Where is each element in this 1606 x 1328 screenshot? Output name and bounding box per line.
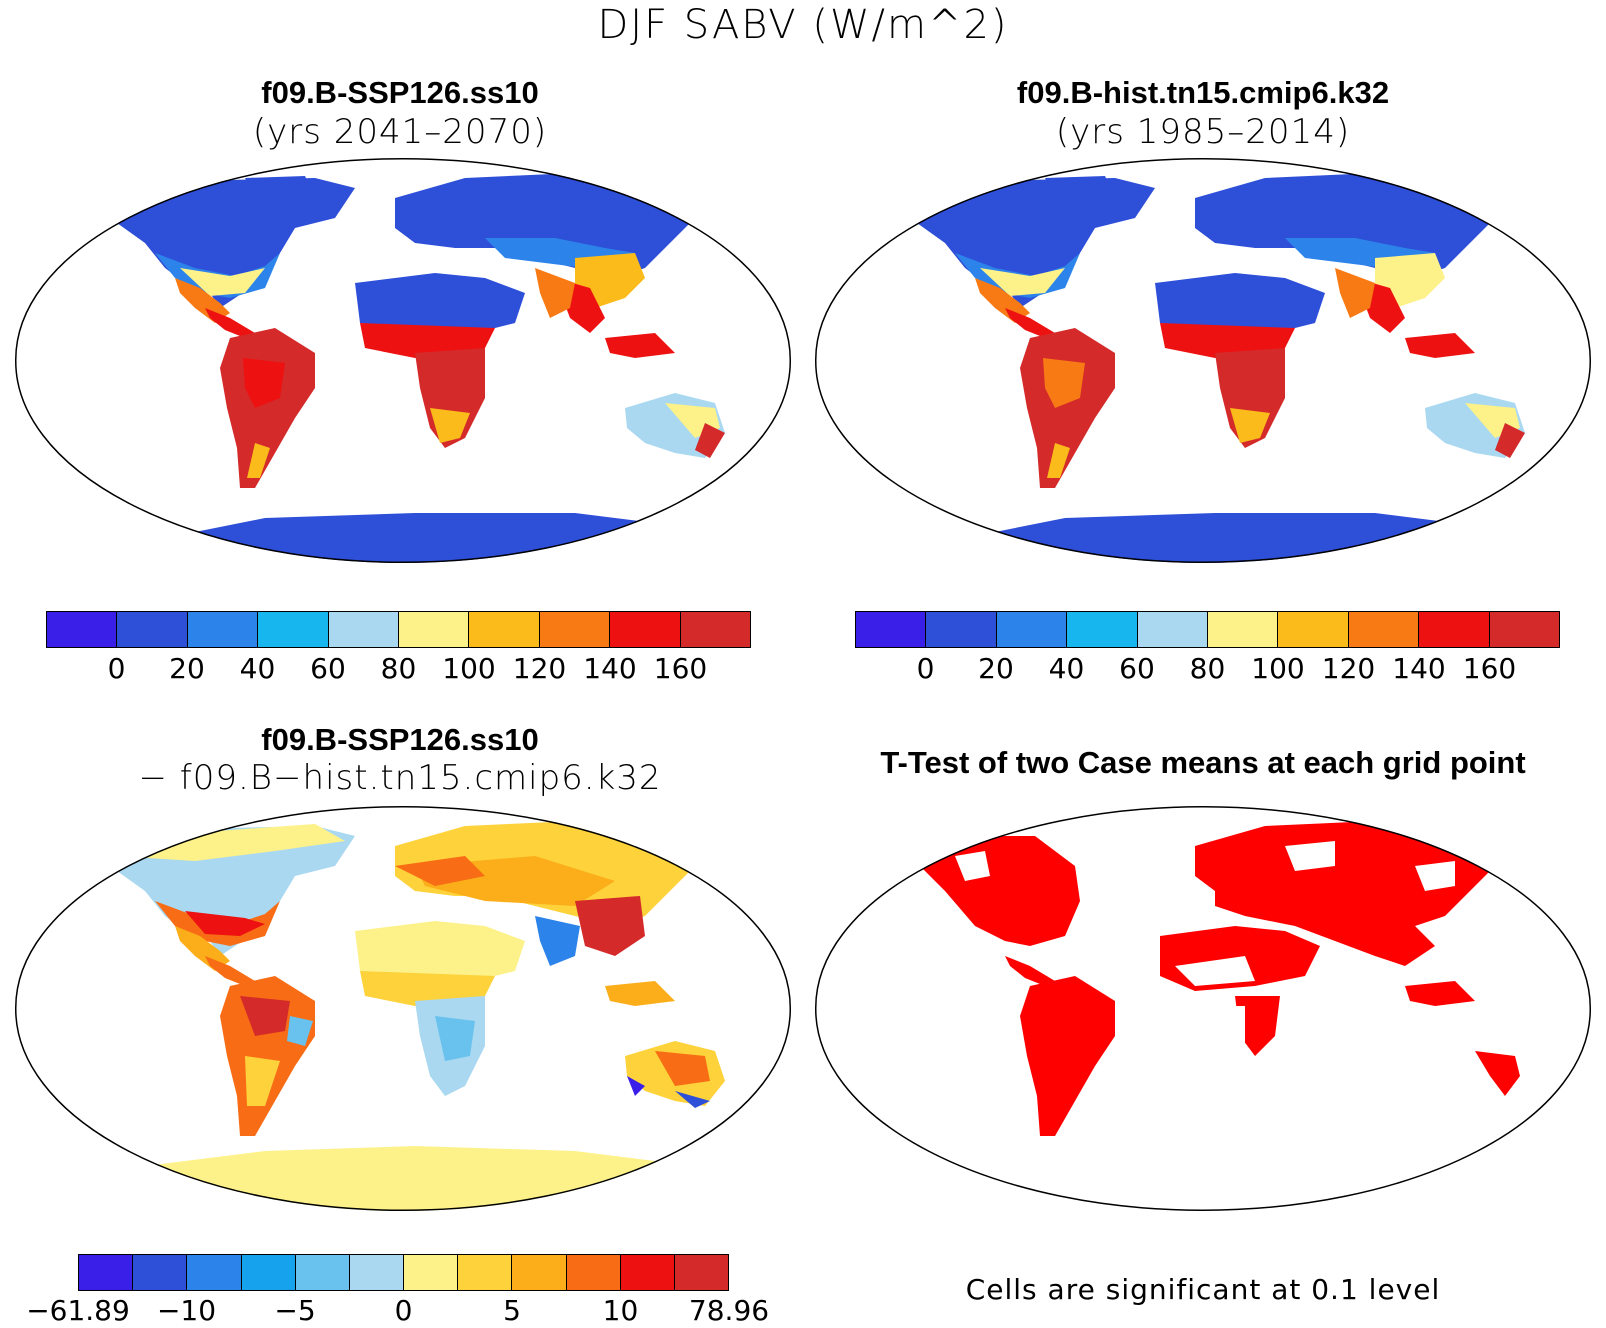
colorbar-swatch [926, 612, 997, 647]
colorbar-swatch [1137, 612, 1209, 647]
colorbar-swatch [610, 612, 681, 647]
map-top-left [15, 158, 791, 563]
map-bottom-right [815, 806, 1591, 1211]
map-top-right [815, 158, 1591, 563]
colorbar-bottom-left [78, 1254, 729, 1291]
colorbar-swatch [1278, 612, 1349, 647]
colorbar-swatch [404, 1255, 459, 1290]
colorbar-swatch [566, 1255, 621, 1290]
colorbar-tick-label: 100 [442, 652, 496, 685]
colorbar-top-left [46, 611, 751, 648]
panel-title-bottom-left: f09.B-SSP126.ss10 [261, 722, 539, 757]
colorbar-tick-label: −5 [274, 1294, 316, 1327]
colorbar-swatch [996, 612, 1068, 647]
colorbar-swatch [620, 1255, 675, 1290]
colorbar-swatch [469, 612, 540, 647]
colorbar-tick-label: 40 [239, 652, 276, 685]
colorbar-swatch [328, 612, 400, 647]
panel-title-top-right: f09.B-hist.tn15.cmip6.k32 [1016, 75, 1390, 110]
colorbar-tick-label: 40 [1048, 652, 1085, 685]
colorbar-swatch [241, 1255, 296, 1290]
colorbar-swatch [856, 612, 927, 647]
colorbar-tick-label: 60 [310, 652, 346, 685]
colorbar-tick-label: 60 [1119, 652, 1155, 685]
colorbar-swatch [187, 1255, 242, 1290]
colorbar-swatch [349, 1255, 405, 1290]
colorbar-swatch [680, 612, 751, 647]
colorbar-ticks-top-left: 0 20 40 60 80 100 120 140 160 [46, 652, 751, 686]
colorbar-tick-label: −61.89 [26, 1294, 130, 1327]
colorbar-tick-label: 5 [503, 1294, 521, 1327]
colorbar-tick-label: 120 [512, 652, 567, 685]
colorbar-swatch [295, 1255, 350, 1290]
panel-subtitle-top-right: (yrs 1985–2014) [1055, 112, 1351, 152]
colorbar-swatch [399, 612, 470, 647]
panel-subtitle-top-left: (yrs 2041–2070) [252, 112, 548, 152]
colorbar-tick-label: 140 [1392, 652, 1446, 685]
colorbar-tick-label: 10 [602, 1294, 639, 1327]
colorbar-tick-label: 100 [1251, 652, 1305, 685]
figure-title: DJF SABV (W/m^2) [597, 2, 1009, 48]
panel-title-top-left: f09.B-SSP126.ss10 [261, 75, 539, 110]
colorbar-swatch [1489, 612, 1560, 647]
colorbar-swatch [79, 1255, 134, 1290]
colorbar-swatch [133, 1255, 188, 1290]
colorbar-swatch [539, 612, 611, 647]
colorbar-swatch [1348, 612, 1420, 647]
colorbar-swatch [1419, 612, 1490, 647]
colorbar-tick-label: 80 [1189, 652, 1226, 685]
colorbar-swatch [47, 612, 118, 647]
colorbar-swatch [1067, 612, 1138, 647]
colorbar-swatch [458, 1255, 513, 1290]
colorbar-ticks-bottom-left: −61.89 −10 −5 0 5 10 78.96 [26, 1294, 769, 1328]
colorbar-tick-label: 160 [1462, 652, 1517, 685]
map-bottom-left [15, 806, 791, 1211]
colorbar-tick-label: 80 [380, 652, 417, 685]
colorbar-swatch [187, 612, 259, 647]
colorbar-swatch [1208, 612, 1279, 647]
colorbar-tick-label: 20 [169, 652, 205, 685]
colorbar-top-right [855, 611, 1560, 648]
significance-note: Cells are significant at 0.1 level [965, 1273, 1441, 1306]
colorbar-tick-label: 0 [394, 1294, 413, 1327]
panel-subtitle-bottom-left: − f09.B−hist.tn15.cmip6.k32 [138, 758, 662, 798]
colorbar-swatch [512, 1255, 567, 1290]
colorbar-tick-label: 20 [978, 652, 1014, 685]
colorbar-tick-label: 0 [107, 652, 126, 685]
colorbar-tick-label: 0 [916, 652, 935, 685]
colorbar-tick-label: 160 [653, 652, 708, 685]
colorbar-ticks-top-right: 0 20 40 60 80 100 120 140 160 [855, 652, 1560, 686]
colorbar-tick-label: 140 [583, 652, 637, 685]
panel-title-bottom-right: T-Test of two Case means at each grid po… [880, 745, 1526, 780]
colorbar-tick-label: −10 [156, 1294, 217, 1327]
colorbar-swatch [258, 612, 329, 647]
colorbar-tick-label: 78.96 [688, 1294, 770, 1327]
colorbar-swatch [117, 612, 188, 647]
colorbar-swatch [674, 1255, 729, 1290]
colorbar-tick-label: 120 [1321, 652, 1376, 685]
